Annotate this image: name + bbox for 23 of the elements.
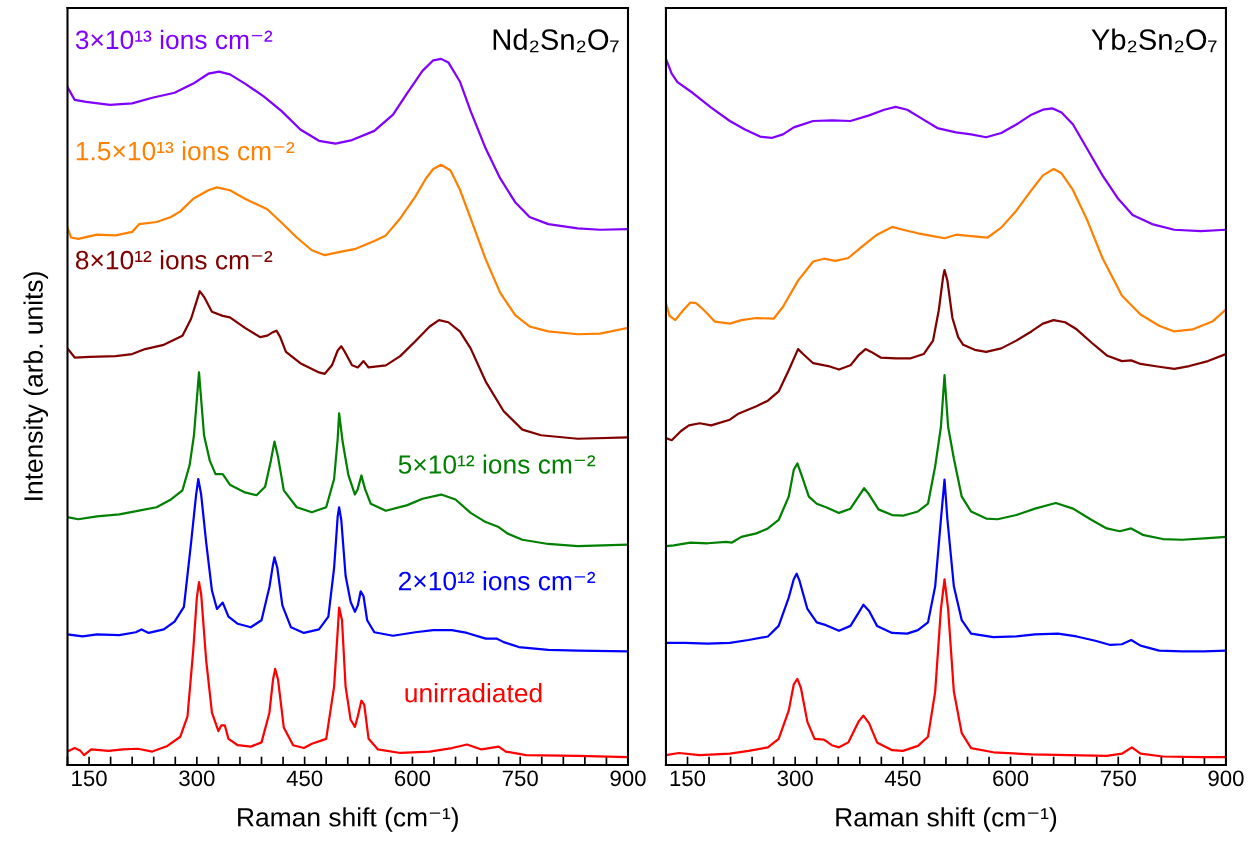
chart-title: Yb₂Sn₂O₇ xyxy=(1091,28,1217,53)
series-label: 2×10¹² ions cm⁻² xyxy=(398,571,596,591)
x-tick-label: 900 xyxy=(610,770,646,787)
x-tick-label: 750 xyxy=(502,770,538,787)
x-tick-label: 150 xyxy=(72,770,107,787)
x-tick-label: 900 xyxy=(1208,770,1244,787)
series-label: 8×10¹² ions cm⁻² xyxy=(75,250,273,270)
chart-title: Nd₂Sn₂O₇ xyxy=(493,28,619,53)
x-tick-label: 450 xyxy=(884,770,921,787)
y-axis-title: Intensity (arb. units) xyxy=(23,272,49,500)
x-tick-label: 150 xyxy=(670,770,706,787)
series-label: unirradiated xyxy=(405,683,542,703)
x-tick-label: 600 xyxy=(993,770,1029,787)
x-tick-label: 450 xyxy=(286,770,323,787)
x-tick-label: 300 xyxy=(777,770,813,787)
series-label: 3×10¹³ ions cm⁻² xyxy=(75,29,273,50)
x-tick-label: 750 xyxy=(1100,770,1136,787)
x-tick-label: 600 xyxy=(395,770,431,787)
x-tick-label: 300 xyxy=(179,770,215,787)
x-axis-title: Raman shift (cm⁻¹) xyxy=(836,807,1057,832)
series-label: 5×10¹² ions cm⁻² xyxy=(398,454,596,474)
series-label: 1.5×10¹³ ions cm⁻² xyxy=(76,141,295,161)
x-axis-title: Raman shift (cm⁻¹) xyxy=(238,807,458,832)
